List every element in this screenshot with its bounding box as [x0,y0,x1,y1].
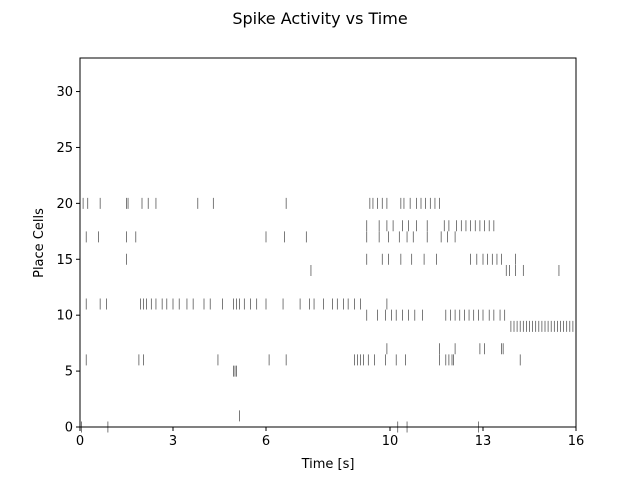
x-tick-label: 3 [169,434,177,449]
x-tick-label: 13 [475,434,492,449]
y-tick-label: 30 [56,85,73,100]
y-tick-label: 20 [56,197,73,212]
y-tick-label: 25 [56,141,73,156]
spikes-layer [81,197,574,433]
y-ticks: 0 5 10 15 20 25 30 [56,85,80,436]
x-tick-label: 6 [262,434,270,449]
chart-title: Spike Activity vs Time [232,9,407,28]
x-axis-label: Time [s] [301,457,355,472]
x-tick-label: 0 [76,434,84,449]
y-tick-label: 15 [56,253,73,268]
x-tick-label: 16 [568,434,585,449]
y-tick-label: 5 [65,365,73,380]
y-axis-label: Place Cells [32,208,47,278]
plot-frame [79,57,577,428]
x-ticks: 0 3 6 10 13 16 [76,427,584,449]
y-tick-label: 0 [65,421,73,436]
x-tick-label: 10 [382,434,399,449]
y-tick-label: 10 [56,309,73,324]
